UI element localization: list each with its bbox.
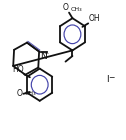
Text: N: N <box>40 52 46 61</box>
Text: HO: HO <box>12 65 24 74</box>
Text: O: O <box>62 3 68 12</box>
Text: −: − <box>109 73 115 82</box>
Text: CH₃: CH₃ <box>25 91 37 96</box>
Text: +: + <box>43 51 48 56</box>
Text: O: O <box>17 89 23 98</box>
Text: OH: OH <box>89 14 100 23</box>
Text: I: I <box>106 75 109 84</box>
Text: CH₃: CH₃ <box>71 7 82 12</box>
